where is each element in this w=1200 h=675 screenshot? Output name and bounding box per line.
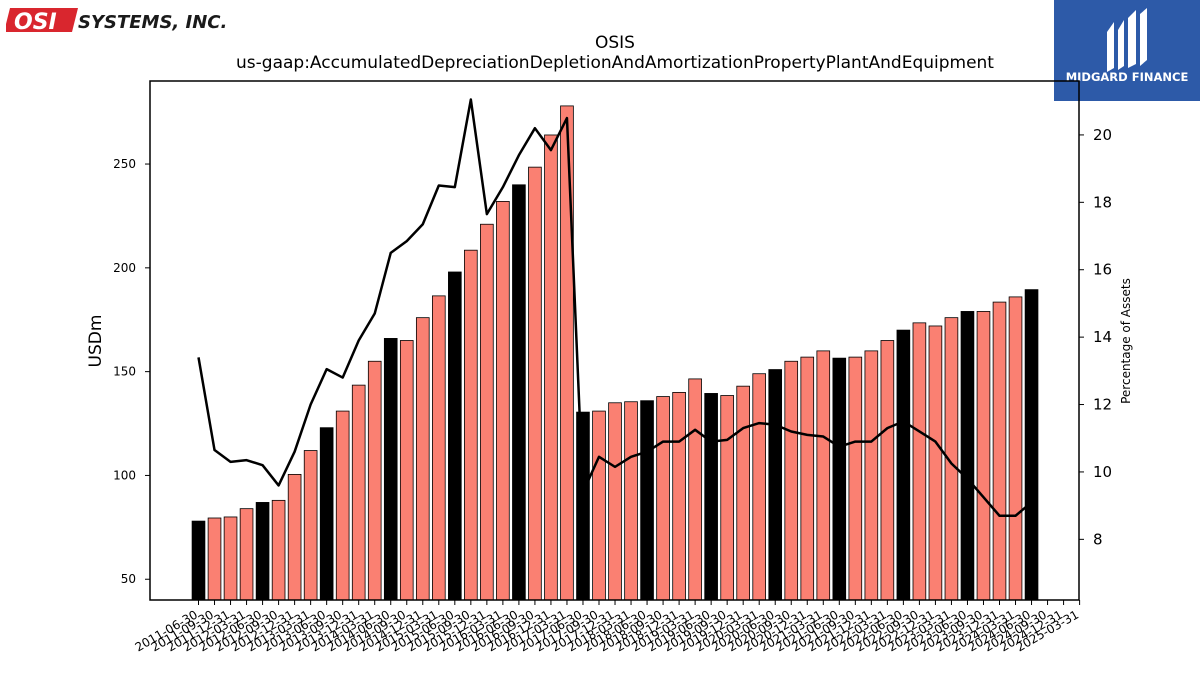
y-right-tick-label: 18	[1093, 193, 1112, 211]
bar	[223, 516, 238, 601]
chart-title: OSIS	[595, 33, 635, 53]
bar	[528, 166, 542, 601]
bar-series	[191, 105, 1039, 601]
y-axis-left: 50 100 150 200 250	[113, 157, 150, 586]
bar	[1008, 296, 1023, 601]
bar	[768, 369, 783, 601]
bar	[832, 357, 847, 601]
chart-subtitle: us-gaap:AccumulatedDepreciationDepletion…	[236, 53, 994, 73]
y-right-tick-label: 8	[1093, 530, 1103, 548]
y-tick-label: 50	[121, 572, 136, 586]
y-right-tick-label: 16	[1093, 261, 1112, 279]
bar	[191, 520, 206, 601]
bar	[976, 311, 991, 601]
midgard-logo-text: MIDGARD FINANCE	[1066, 70, 1189, 84]
x-axis: 2011-06-302011-09-302011-12-312012-03-31…	[133, 600, 1081, 654]
bar	[480, 223, 494, 601]
y-axis-right-label: Percentage of Assets	[1119, 278, 1133, 404]
bar	[928, 325, 943, 601]
bar	[640, 400, 654, 601]
bar	[992, 301, 1007, 601]
bar	[399, 340, 414, 601]
bar	[912, 322, 927, 601]
osi-systems-logo: OSI SYSTEMS, INC.	[6, 8, 227, 35]
bar	[656, 396, 670, 601]
bar	[688, 378, 702, 601]
bar	[207, 517, 222, 601]
bar	[319, 427, 334, 601]
bar	[496, 201, 510, 601]
y-tick-label: 250	[113, 157, 136, 171]
bar	[624, 401, 638, 601]
midgard-logo-icon: MIDGARD FINANCE	[1066, 8, 1189, 84]
bar	[880, 340, 895, 601]
bar	[720, 395, 734, 601]
osi-logo-mark-text: OSI	[14, 10, 57, 35]
bar	[576, 411, 590, 601]
bar	[239, 508, 254, 601]
y-right-tick-label: 14	[1093, 328, 1112, 346]
bar	[800, 356, 815, 601]
bar	[351, 384, 366, 601]
bar	[560, 105, 574, 601]
y-axis-right: 8 10 12 14 16 18 20	[1079, 126, 1112, 548]
bar	[335, 410, 350, 601]
osi-logo-wordmark: SYSTEMS, INC.	[78, 12, 227, 33]
bar	[1024, 289, 1039, 601]
osi-logo-mark-background	[6, 8, 78, 32]
bar	[816, 350, 831, 601]
bar	[752, 373, 766, 601]
bar	[431, 295, 446, 601]
bar	[383, 338, 398, 601]
bar	[255, 502, 270, 601]
bar	[464, 249, 478, 601]
bar	[848, 356, 863, 601]
bar	[960, 311, 975, 601]
bar	[367, 360, 382, 601]
bar	[704, 393, 718, 601]
bar	[864, 350, 879, 601]
plot-frame	[149, 80, 1080, 601]
bar	[271, 499, 286, 601]
bar	[544, 134, 558, 601]
bar	[303, 450, 318, 601]
y-tick-label: 200	[113, 261, 136, 275]
bar	[608, 402, 622, 601]
midgard-finance-logo: MIDGARD FINANCE	[1054, 0, 1200, 101]
y-axis-label: USDm	[86, 315, 106, 368]
bar	[784, 360, 799, 601]
y-tick-label: 100	[113, 468, 136, 482]
bar	[672, 391, 686, 601]
bar	[736, 385, 750, 601]
bar	[287, 473, 302, 601]
y-tick-label: 150	[113, 365, 136, 379]
y-right-tick-label: 10	[1093, 463, 1112, 481]
bar	[896, 329, 911, 601]
bar	[448, 271, 462, 601]
y-right-tick-label: 12	[1093, 396, 1112, 414]
bar	[512, 184, 526, 601]
percentage-of-assets-line	[197, 98, 1033, 517]
bar	[415, 317, 430, 601]
bar	[592, 410, 606, 601]
y-right-tick-label: 20	[1093, 126, 1112, 144]
line-series	[197, 98, 1033, 517]
